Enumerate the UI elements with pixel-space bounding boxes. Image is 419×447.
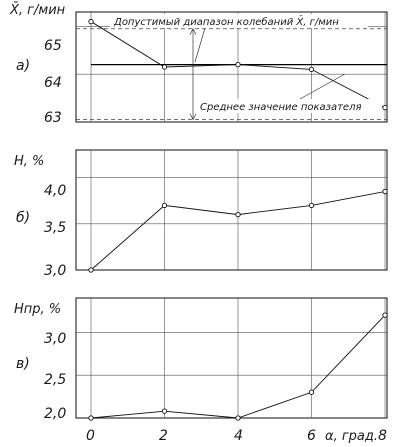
panel-a-point-0	[88, 18, 94, 25]
panel-c-label: в)	[16, 356, 30, 372]
panel-b-ytick-1: 3,5	[44, 220, 66, 236]
panel-b: H, % б) 3,0 3,5 4,0	[14, 149, 388, 279]
panel-b-point-1	[161, 202, 168, 209]
panel-a-annotation-bg-2	[196, 99, 382, 113]
panel-b-ytick-0: 3,0	[44, 263, 66, 279]
panel-c-frame	[75, 297, 388, 419]
x-tick-8: 8	[378, 428, 387, 444]
panel-b-label: б)	[16, 210, 30, 226]
panel-c-series	[88, 312, 388, 421]
panel-b-frame	[75, 149, 388, 271]
panel-c-ytick-0: 2,0	[44, 406, 66, 422]
panel-a-mean-leader	[299, 73, 346, 100]
panel-b-series	[88, 188, 388, 273]
panel-b-gridlines	[76, 150, 387, 270]
x-tick-4: 4	[234, 428, 243, 444]
panel-a-ytick-2: 65	[44, 38, 62, 54]
panel-a-annotation-bg	[110, 14, 368, 28]
panel-c-point-2	[235, 415, 241, 421]
panel-a-point-4	[382, 105, 388, 111]
x-tick-2: 2	[159, 428, 168, 444]
panel-b-ytick-2: 4,0	[44, 183, 66, 199]
panel-c-point-1	[161, 408, 168, 414]
panel-c-point-0	[88, 415, 94, 421]
panel-c-point-4	[382, 312, 388, 318]
panel-a-annotation-mean: Среднее значение показателя	[200, 102, 361, 113]
panel-b-point-2	[235, 211, 241, 218]
panel-a: X̄, г/мин а) 63 64 65 Допустимый диапазо…	[9, 3, 388, 126]
panel-b-point-0	[88, 267, 94, 273]
panel-a-label: а)	[16, 58, 30, 74]
panel-c: Hпр, % в) 2,0 2,5 3,0	[14, 297, 388, 422]
panel-b-ylabel: H, %	[14, 154, 44, 169]
panel-a-ylabel: X̄, г/мин	[9, 3, 66, 18]
panel-c-ytick-2: 3,0	[44, 331, 66, 347]
panel-a-range-arrowhead-top	[189, 27, 197, 35]
x-tick-6: 6	[307, 428, 316, 444]
panel-a-point-2	[235, 61, 241, 68]
panel-a-ytick-1: 64	[44, 75, 62, 91]
panel-a-frame	[75, 11, 388, 123]
panel-c-point-3	[308, 389, 315, 395]
panel-c-gridlines	[76, 298, 387, 418]
panel-a-point-3	[308, 66, 315, 73]
panel-b-point-3	[308, 202, 315, 209]
panel-a-annotation-range: Допустимый диапазон колебаний X̄, г/мин	[113, 15, 339, 28]
panel-a-range-arrowhead-bottom	[189, 113, 197, 121]
x-axis-label: α, град.	[325, 429, 378, 444]
panel-c-ylabel: Hпр, %	[14, 302, 61, 317]
panel-a-point-1	[161, 64, 168, 70]
x-axis: 0 2 4 6 α, град. 8	[86, 428, 387, 444]
panel-c-ytick-1: 2,5	[44, 372, 66, 388]
x-tick-0: 0	[86, 428, 95, 444]
panel-a-range-leader	[194, 27, 206, 63]
panel-b-point-4	[382, 188, 388, 195]
panel-a-series	[88, 18, 388, 111]
panel-a-ytick-0: 63	[44, 110, 62, 126]
